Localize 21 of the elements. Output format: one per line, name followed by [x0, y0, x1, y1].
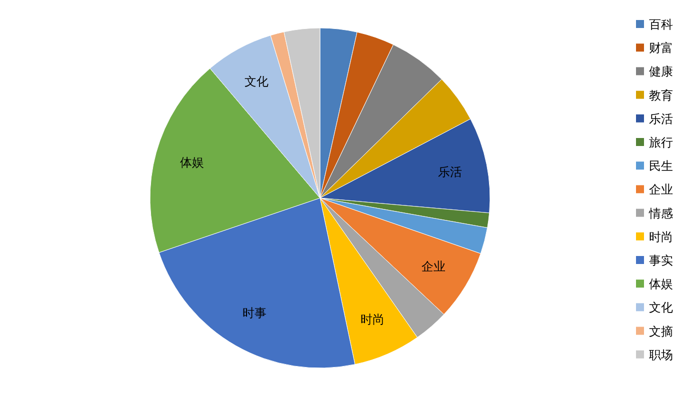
legend-label: 事实 [649, 254, 673, 268]
legend-label: 情感 [648, 206, 673, 220]
legend-label: 健康 [649, 64, 673, 79]
legend-label: 文化 [649, 300, 673, 315]
legend-label: 乐活 [649, 112, 673, 126]
legend-label: 民生 [649, 159, 673, 174]
annotation: 乐活 [438, 164, 462, 179]
legend-label: 财富 [649, 41, 673, 56]
legend-label: 教育 [649, 88, 673, 102]
legend-label: 体娱 [649, 277, 673, 292]
legend-label: 企业 [649, 182, 673, 197]
annotation: 时事 [242, 306, 266, 320]
annotation: 企业 [422, 260, 446, 274]
legend-label: 百科 [649, 18, 673, 32]
annotation: 文化 [244, 74, 268, 89]
annotation: 体娱 [180, 156, 204, 170]
legend-label: 时尚 [649, 230, 673, 244]
annotation: 时尚 [360, 312, 385, 327]
legend-label: 文摘 [649, 324, 673, 338]
legend-label: 职场 [649, 348, 673, 362]
legend-label: 旅行 [649, 136, 673, 150]
